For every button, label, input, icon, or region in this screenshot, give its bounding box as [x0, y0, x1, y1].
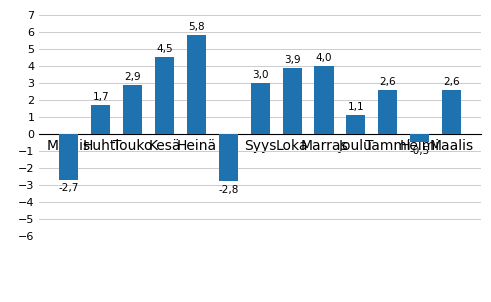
Bar	[91, 105, 110, 134]
Text: -2,8: -2,8	[218, 185, 239, 195]
Bar	[346, 115, 365, 134]
Bar	[378, 90, 397, 134]
Text: 5,8: 5,8	[188, 22, 205, 32]
Text: 2,6: 2,6	[380, 77, 396, 87]
Text: 4,5: 4,5	[156, 44, 173, 54]
Text: 2,9: 2,9	[124, 72, 141, 82]
Bar	[187, 35, 206, 134]
Bar	[155, 57, 174, 134]
Bar	[282, 68, 301, 134]
Text: 3,9: 3,9	[284, 55, 300, 65]
Text: 1,7: 1,7	[92, 92, 109, 102]
Text: -2,7: -2,7	[59, 183, 79, 193]
Text: -0,5: -0,5	[409, 146, 430, 156]
Bar	[442, 90, 461, 134]
Text: 4,0: 4,0	[316, 53, 332, 63]
Bar	[251, 83, 270, 134]
Text: 1,1: 1,1	[348, 102, 364, 112]
Bar	[59, 134, 79, 180]
Text: 2,6: 2,6	[443, 77, 460, 87]
Bar	[123, 85, 142, 134]
Bar	[410, 134, 429, 142]
Bar	[314, 66, 333, 134]
Text: 3,0: 3,0	[252, 70, 269, 80]
Bar	[219, 134, 238, 181]
